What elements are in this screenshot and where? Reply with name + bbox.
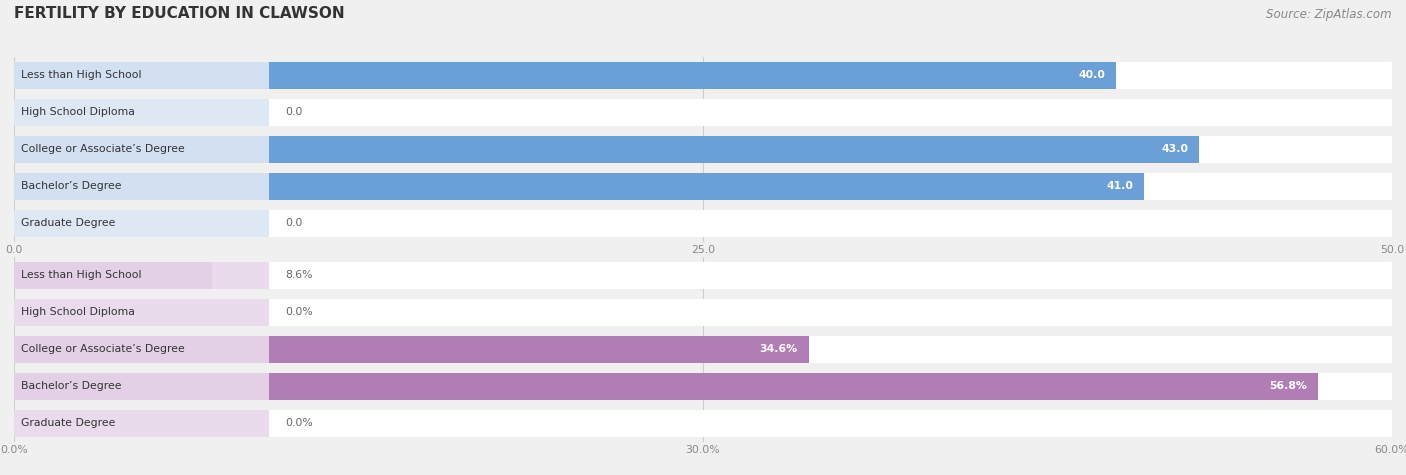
Text: 43.0: 43.0 bbox=[1161, 144, 1188, 154]
Text: 34.6%: 34.6% bbox=[759, 344, 797, 354]
Text: High School Diploma: High School Diploma bbox=[21, 107, 135, 117]
Text: Bachelor’s Degree: Bachelor’s Degree bbox=[21, 381, 121, 391]
Bar bbox=[14, 336, 1392, 362]
Text: 0.0%: 0.0% bbox=[285, 307, 314, 317]
Text: College or Associate’s Degree: College or Associate’s Degree bbox=[21, 344, 184, 354]
Bar bbox=[14, 136, 1392, 163]
Bar bbox=[14, 210, 1392, 237]
Text: 40.0: 40.0 bbox=[1078, 70, 1105, 80]
Bar bbox=[14, 410, 269, 437]
Text: College or Associate’s Degree: College or Associate’s Degree bbox=[21, 144, 184, 154]
Bar bbox=[14, 262, 1392, 289]
Bar bbox=[14, 410, 1392, 437]
Text: 56.8%: 56.8% bbox=[1270, 381, 1308, 391]
Bar bbox=[14, 210, 269, 237]
Bar bbox=[14, 373, 1319, 399]
Bar bbox=[14, 299, 1392, 325]
Bar bbox=[14, 373, 269, 399]
Bar bbox=[14, 299, 269, 325]
Text: Less than High School: Less than High School bbox=[21, 70, 142, 80]
Bar bbox=[14, 173, 269, 200]
Text: 41.0: 41.0 bbox=[1107, 181, 1133, 191]
Bar bbox=[14, 62, 1392, 89]
Bar bbox=[14, 173, 1144, 200]
Text: 0.0%: 0.0% bbox=[285, 418, 314, 428]
Bar bbox=[14, 62, 269, 89]
Text: FERTILITY BY EDUCATION IN CLAWSON: FERTILITY BY EDUCATION IN CLAWSON bbox=[14, 6, 344, 21]
Bar bbox=[14, 99, 1392, 126]
Bar bbox=[14, 336, 269, 362]
Text: Less than High School: Less than High School bbox=[21, 270, 142, 280]
Bar bbox=[14, 262, 269, 289]
Text: High School Diploma: High School Diploma bbox=[21, 307, 135, 317]
Text: Graduate Degree: Graduate Degree bbox=[21, 418, 115, 428]
Text: Bachelor’s Degree: Bachelor’s Degree bbox=[21, 181, 121, 191]
Bar bbox=[14, 373, 1392, 399]
Bar bbox=[14, 99, 269, 126]
Text: Source: ZipAtlas.com: Source: ZipAtlas.com bbox=[1267, 9, 1392, 21]
Text: Graduate Degree: Graduate Degree bbox=[21, 218, 115, 228]
Bar bbox=[14, 62, 1116, 89]
Bar bbox=[14, 173, 1392, 200]
Text: 8.6%: 8.6% bbox=[285, 270, 314, 280]
Bar bbox=[14, 336, 808, 362]
Bar bbox=[14, 262, 211, 289]
Bar bbox=[14, 136, 1199, 163]
Text: 0.0: 0.0 bbox=[285, 107, 302, 117]
Bar bbox=[14, 136, 269, 163]
Text: 0.0: 0.0 bbox=[285, 218, 302, 228]
